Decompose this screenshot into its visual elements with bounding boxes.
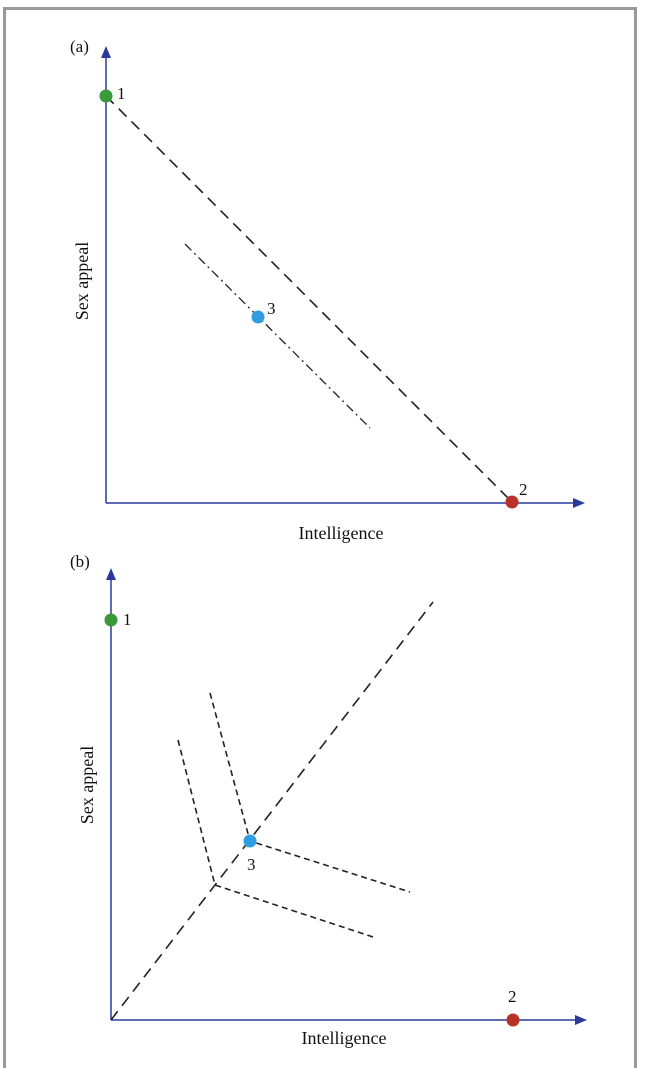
panel-b-point-1: [104, 613, 118, 627]
panel-a-point-2: [505, 495, 519, 509]
panel-b-point-3: [243, 834, 257, 848]
panel-b-lower-bent-line: [177, 739, 377, 939]
panel-a-point-1: [99, 89, 113, 103]
panel-b: (b) 1 2 3 Intelligence Sex appeal: [70, 552, 587, 1048]
panel-a: (a) 1 2 3 Intelligence Sex appeal: [70, 37, 585, 543]
panel-a-point-3-label: 3: [267, 299, 276, 318]
panel-a-y-axis-label: Sex appeal: [72, 242, 92, 320]
panel-b-upper-bent-line: [209, 692, 411, 893]
panel-b-point-1-label: 1: [123, 610, 132, 629]
panel-a-point-2-label: 2: [519, 480, 528, 499]
panel-a-x-axis-label: Intelligence: [299, 523, 384, 543]
panel-a-indifference-line: [105, 95, 512, 502]
panel-b-point-2: [506, 1013, 520, 1027]
panel-b-y-axis-label: Sex appeal: [77, 746, 97, 824]
panel-a-dashdot-line: [184, 243, 371, 429]
panel-b-point-3-label: 3: [247, 855, 256, 874]
panel-a-point-3: [251, 310, 265, 324]
figure-frame: [3, 7, 637, 1068]
panel-b-x-axis-label: Intelligence: [302, 1028, 387, 1048]
panel-b-diagonal-line: [110, 601, 434, 1021]
panel-b-point-2-label: 2: [508, 987, 517, 1006]
panel-a-label: (a): [70, 37, 89, 56]
panel-b-label: (b): [70, 552, 90, 571]
panel-a-point-1-label: 1: [117, 84, 126, 103]
